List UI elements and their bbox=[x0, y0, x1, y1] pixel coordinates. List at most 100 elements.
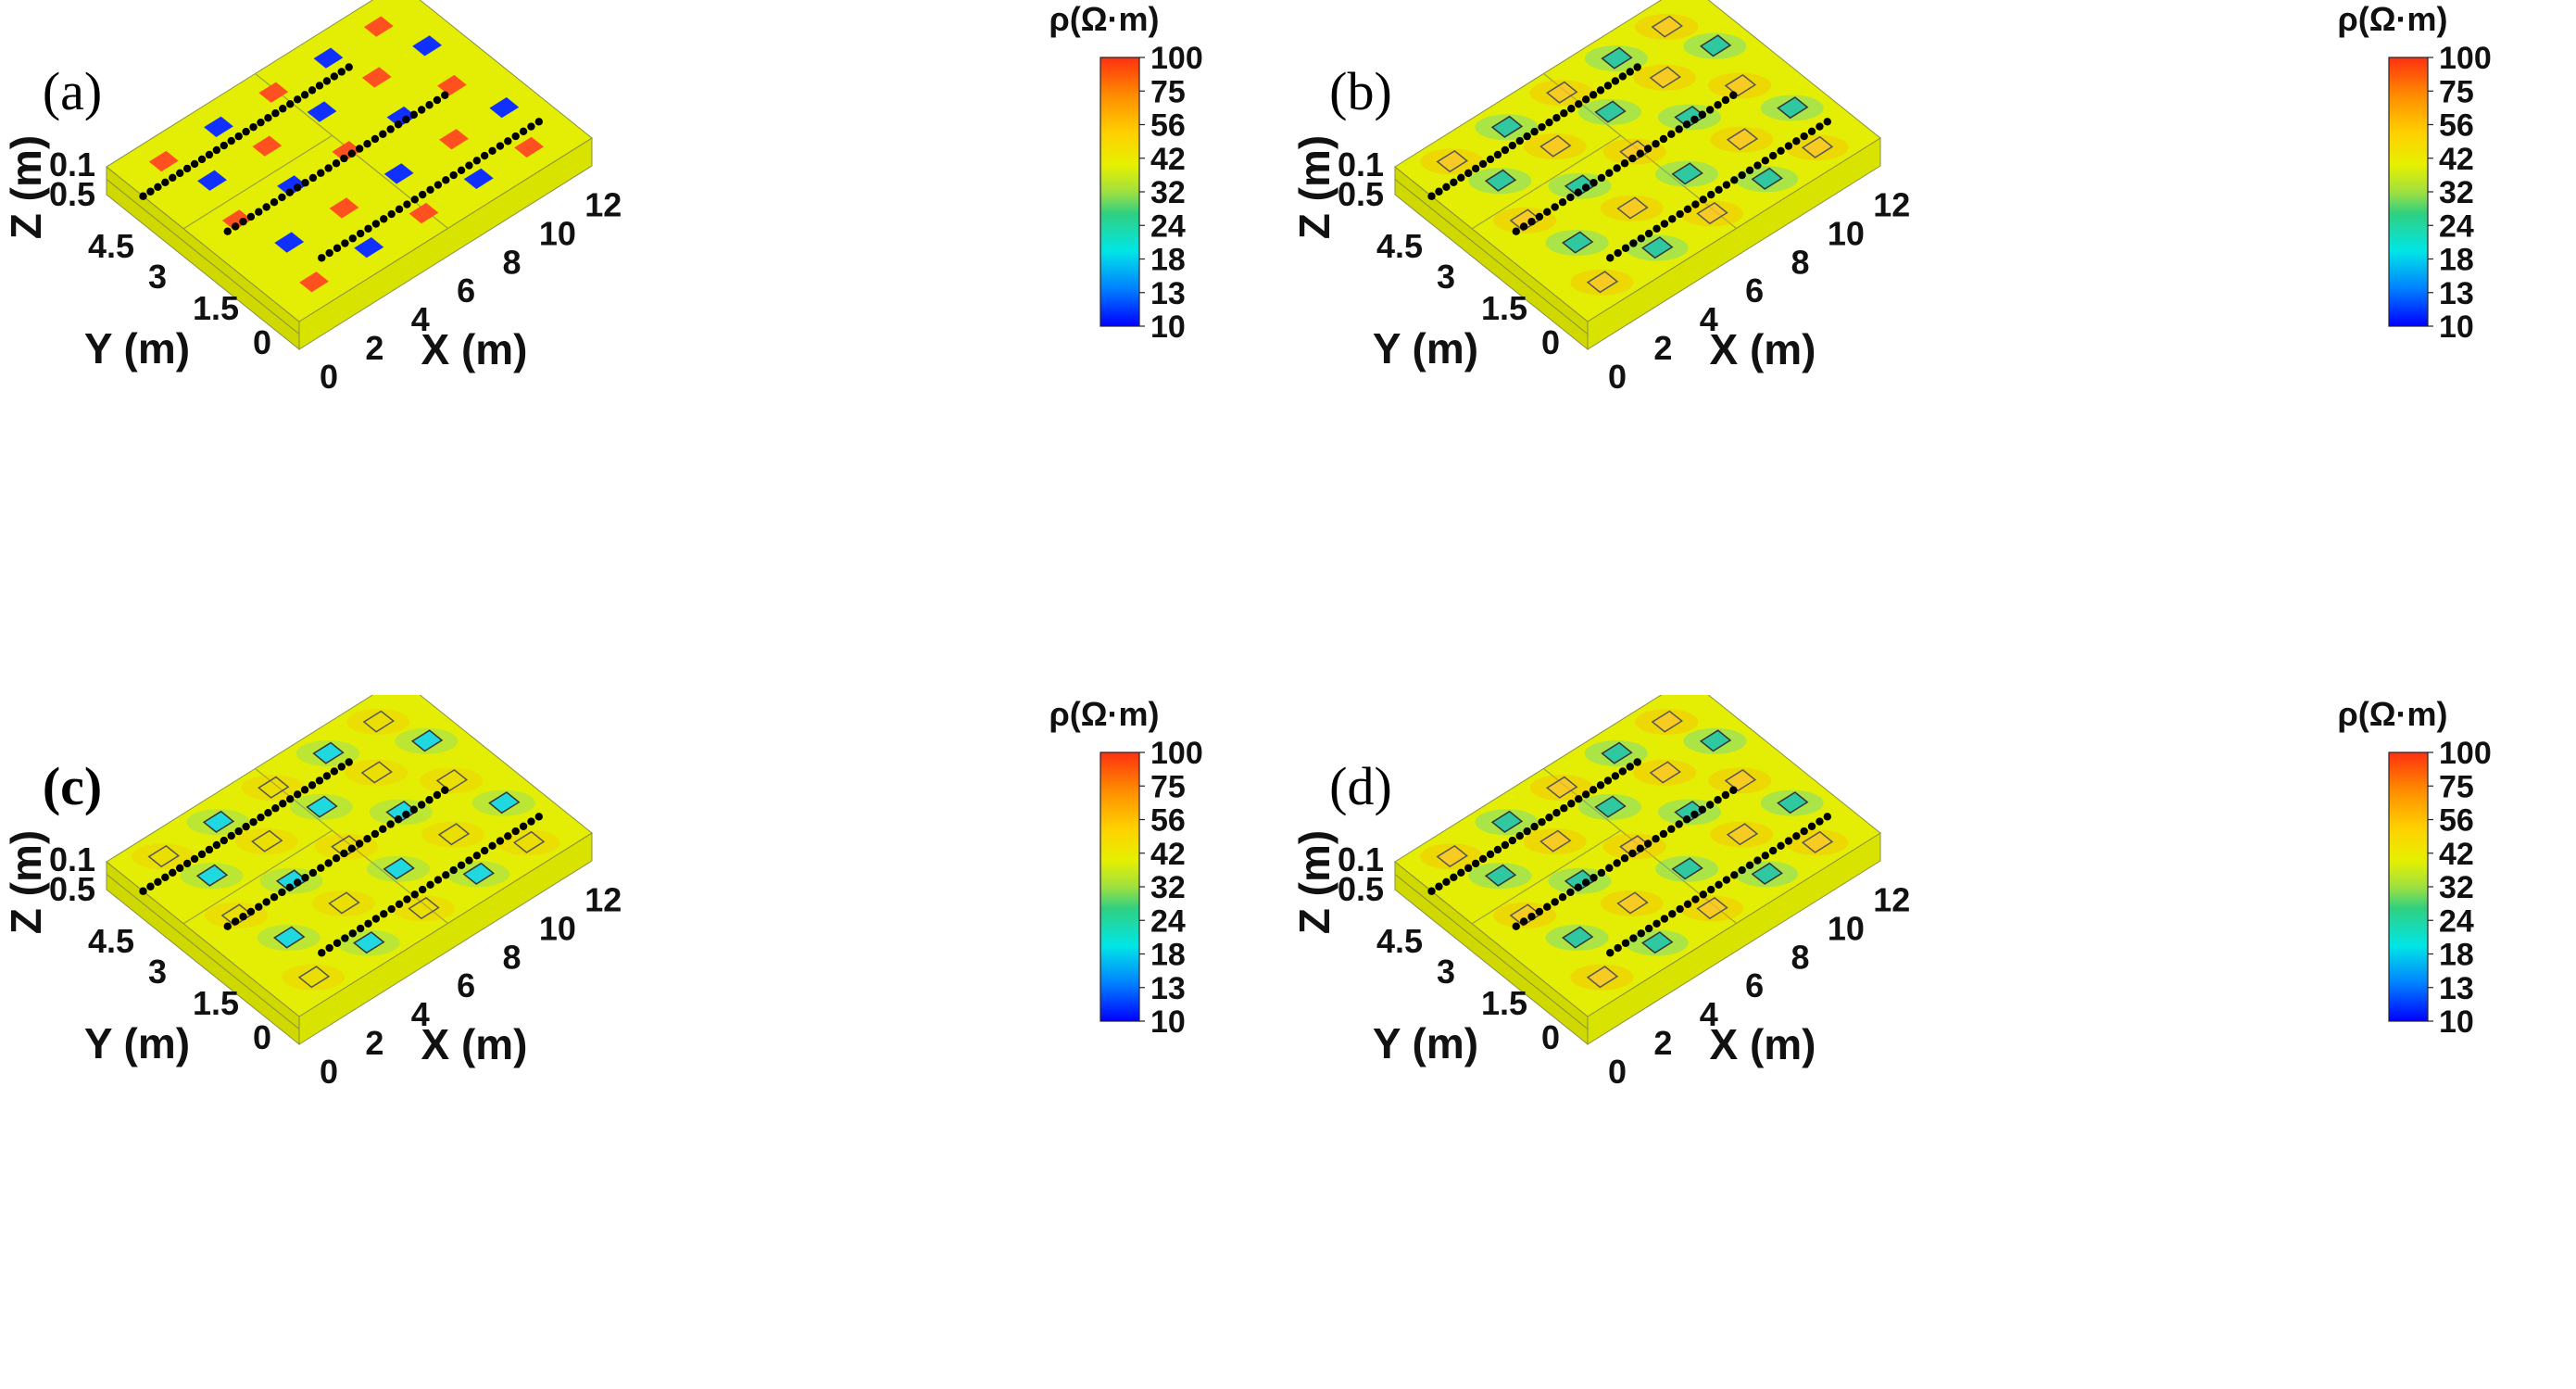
slab-top-face bbox=[1394, 695, 1881, 1017]
anomaly-high bbox=[512, 830, 546, 853]
electrode bbox=[1706, 885, 1715, 894]
colorbar-tick-label: 24 bbox=[1150, 903, 1186, 939]
electrode bbox=[220, 836, 229, 845]
electrode bbox=[1508, 141, 1517, 150]
electrode bbox=[1715, 880, 1723, 889]
anomaly-low bbox=[462, 862, 495, 885]
colorbar-tick-label: 100 bbox=[2439, 736, 2492, 771]
anomaly-low bbox=[383, 163, 414, 184]
electrode bbox=[1676, 904, 1684, 914]
electrode bbox=[285, 883, 294, 891]
slice-line bbox=[1471, 134, 1621, 230]
x-tick-label: 4 bbox=[411, 995, 430, 1033]
electrode bbox=[1603, 777, 1613, 785]
x-tick-label: 0 bbox=[320, 358, 338, 396]
electrode bbox=[257, 813, 265, 822]
anomaly-low bbox=[1490, 115, 1524, 138]
electrode bbox=[1508, 836, 1517, 845]
x-tick-label: 0 bbox=[320, 1053, 338, 1091]
electrode bbox=[234, 827, 243, 836]
electrode bbox=[182, 859, 192, 868]
anomaly-high bbox=[408, 896, 440, 920]
x-tick-label: 8 bbox=[502, 243, 521, 281]
slice-line bbox=[182, 829, 333, 925]
electrode bbox=[1618, 72, 1627, 81]
electrode bbox=[371, 829, 380, 839]
electrode bbox=[1545, 118, 1553, 127]
electrode bbox=[341, 934, 349, 942]
electrode bbox=[175, 864, 184, 873]
electrode bbox=[1611, 772, 1620, 780]
electrode bbox=[1699, 196, 1707, 204]
electrode bbox=[410, 196, 419, 204]
panel-label: (a) bbox=[43, 61, 102, 121]
electrode bbox=[279, 105, 287, 113]
anomaly-low bbox=[354, 237, 384, 259]
electrode bbox=[347, 844, 356, 852]
electrode bbox=[1705, 801, 1715, 809]
electrode bbox=[1620, 854, 1629, 863]
y-tick-label: 4.5 bbox=[1376, 227, 1423, 265]
y-axis-label: Y (m) bbox=[84, 324, 190, 373]
electrode bbox=[139, 887, 147, 895]
electrode bbox=[300, 91, 309, 99]
electrode bbox=[1621, 244, 1630, 252]
electrode bbox=[330, 72, 339, 81]
electrode bbox=[1730, 176, 1739, 184]
electrode bbox=[264, 114, 272, 122]
electrode bbox=[278, 888, 286, 897]
electrode bbox=[1613, 164, 1621, 172]
electrode bbox=[231, 222, 240, 231]
electrode bbox=[395, 205, 404, 213]
electrode bbox=[1659, 134, 1668, 144]
electrode bbox=[1682, 120, 1691, 129]
anomaly-low bbox=[313, 47, 344, 69]
electrode bbox=[345, 758, 353, 766]
x-axis-label: X (m) bbox=[421, 325, 528, 373]
electrode bbox=[511, 827, 520, 836]
electrode bbox=[1551, 898, 1559, 906]
electrode bbox=[1644, 229, 1653, 238]
electrode bbox=[1628, 154, 1637, 163]
electrode bbox=[308, 86, 317, 95]
electrode bbox=[227, 831, 235, 840]
electrode bbox=[318, 949, 326, 957]
x-tick-label: 10 bbox=[1828, 909, 1865, 947]
electrode bbox=[255, 208, 263, 216]
z-tick-label: 0.5 bbox=[1338, 175, 1384, 213]
anomaly-low bbox=[1699, 34, 1732, 57]
electrode bbox=[403, 895, 411, 903]
electrode bbox=[347, 149, 356, 158]
anomaly-high bbox=[297, 966, 331, 989]
halo bbox=[311, 890, 375, 916]
electrode bbox=[1566, 193, 1575, 202]
anomaly-low bbox=[410, 729, 444, 752]
electrode bbox=[146, 882, 155, 890]
y-tick-label: 0 bbox=[1541, 1018, 1560, 1056]
anomaly-high bbox=[329, 197, 359, 219]
electrode bbox=[1538, 122, 1546, 132]
electrode bbox=[333, 244, 342, 252]
electrode bbox=[308, 781, 317, 789]
x-axis-label: X (m) bbox=[421, 1020, 528, 1068]
electrode bbox=[278, 193, 286, 202]
electrode bbox=[426, 185, 434, 194]
electrode bbox=[1643, 840, 1652, 848]
electrode bbox=[337, 763, 346, 771]
electrode bbox=[1643, 145, 1652, 153]
halo bbox=[345, 759, 408, 786]
y-tick-label: 4.5 bbox=[88, 922, 134, 960]
electrode bbox=[1574, 188, 1582, 196]
anomaly-low bbox=[307, 101, 337, 122]
electrode bbox=[1558, 893, 1567, 902]
electrode bbox=[1768, 846, 1778, 855]
electrode bbox=[340, 849, 348, 858]
electrode bbox=[1603, 82, 1613, 90]
halo bbox=[234, 828, 298, 855]
electrode bbox=[286, 795, 295, 803]
anomaly-low bbox=[489, 97, 520, 119]
electrode bbox=[1800, 132, 1808, 141]
z-tick-label: 0.1 bbox=[1338, 145, 1384, 183]
electrode bbox=[308, 868, 318, 878]
electrode bbox=[1715, 185, 1723, 194]
